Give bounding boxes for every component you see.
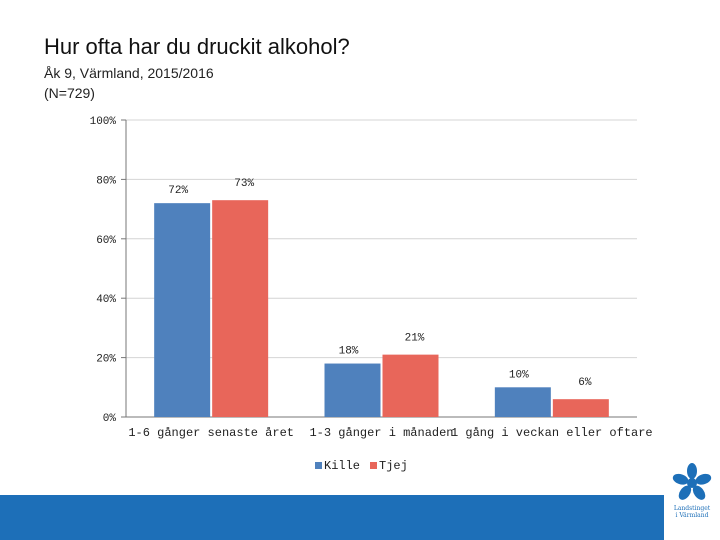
x-category-label: 1 gång i veckan eller oftare — [451, 426, 653, 440]
x-category-label: 1-3 gånger i månaden — [309, 426, 453, 440]
bar-chart: 0% 20% 40% 60% 80% 100% 72% 73% 1-6 gånger senas… — [90, 116, 653, 473]
bar-kille — [494, 387, 551, 417]
legend-label-kille: Kille — [324, 459, 360, 473]
data-label: 6% — [578, 377, 592, 389]
flower-logo-icon — [672, 463, 712, 500]
legend-label-tjej: Tjej — [379, 459, 408, 473]
bar-kille — [154, 203, 211, 417]
chart-title: Hur ofta har du druckit alkohol? — [44, 34, 350, 59]
logo-text-line1: Landstinget — [673, 505, 711, 512]
sample-size: (N=729) — [44, 85, 95, 101]
y-tick-label: 60% — [96, 235, 116, 247]
logo-text-line2: i Värmland — [675, 512, 709, 519]
y-tick-label: 20% — [96, 354, 116, 366]
y-tick-label: 40% — [96, 294, 116, 306]
data-label: 10% — [509, 369, 529, 381]
y-tick-label: 80% — [96, 175, 116, 187]
bar-tjej — [382, 354, 439, 417]
data-label: 21% — [405, 333, 425, 345]
y-tick-label: 0% — [103, 413, 117, 425]
data-label: 18% — [339, 346, 359, 358]
legend-swatch-tjej — [370, 462, 377, 469]
y-tick-label: 100% — [90, 116, 117, 128]
x-category-label: 1-6 gånger senaste året — [128, 426, 294, 440]
bar-tjej — [212, 200, 269, 417]
data-label: 73% — [234, 178, 254, 190]
bar-kille — [324, 363, 381, 417]
bar-tjej — [552, 399, 609, 417]
legend-swatch-kille — [315, 462, 322, 469]
footer-bar — [0, 495, 720, 540]
landstinget-logo: Landstinget i Värmland — [664, 455, 720, 540]
data-label: 72% — [168, 185, 188, 197]
chart-subtitle: Åk 9, Värmland, 2015/2016 — [44, 65, 214, 81]
